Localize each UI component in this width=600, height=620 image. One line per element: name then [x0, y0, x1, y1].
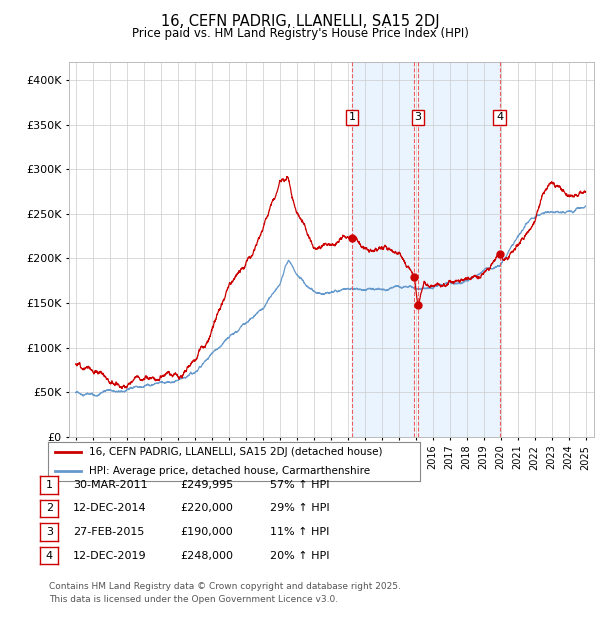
Text: HPI: Average price, detached house, Carmarthenshire: HPI: Average price, detached house, Carm… [89, 466, 370, 476]
Text: 16, CEFN PADRIG, LLANELLI, SA15 2DJ: 16, CEFN PADRIG, LLANELLI, SA15 2DJ [161, 14, 439, 29]
Text: 57% ↑ HPI: 57% ↑ HPI [270, 480, 329, 490]
Bar [352, 62, 414, 437]
Bar [418, 62, 500, 437]
Text: 16, CEFN PADRIG, LLANELLI, SA15 2DJ (detached house): 16, CEFN PADRIG, LLANELLI, SA15 2DJ (det… [89, 446, 382, 457]
Text: 1: 1 [349, 112, 355, 122]
Text: 30-MAR-2011: 30-MAR-2011 [73, 480, 148, 490]
Text: Price paid vs. HM Land Registry's House Price Index (HPI): Price paid vs. HM Land Registry's House … [131, 27, 469, 40]
Text: 11% ↑ HPI: 11% ↑ HPI [270, 527, 329, 537]
Text: 1: 1 [46, 480, 53, 490]
Text: 4: 4 [496, 112, 503, 122]
Text: 12-DEC-2014: 12-DEC-2014 [73, 503, 147, 513]
Text: This data is licensed under the Open Government Licence v3.0.: This data is licensed under the Open Gov… [49, 595, 338, 604]
Text: 2: 2 [46, 503, 53, 513]
Text: 12-DEC-2019: 12-DEC-2019 [73, 551, 147, 560]
Text: £190,000: £190,000 [180, 527, 233, 537]
Text: £220,000: £220,000 [180, 503, 233, 513]
Text: £249,995: £249,995 [180, 480, 233, 490]
Text: 4: 4 [46, 551, 53, 560]
Text: £248,000: £248,000 [180, 551, 233, 560]
Text: 27-FEB-2015: 27-FEB-2015 [73, 527, 145, 537]
Text: 29% ↑ HPI: 29% ↑ HPI [270, 503, 329, 513]
Text: 3: 3 [415, 112, 422, 122]
Text: 20% ↑ HPI: 20% ↑ HPI [270, 551, 329, 560]
Text: 3: 3 [46, 527, 53, 537]
Text: Contains HM Land Registry data © Crown copyright and database right 2025.: Contains HM Land Registry data © Crown c… [49, 582, 401, 591]
